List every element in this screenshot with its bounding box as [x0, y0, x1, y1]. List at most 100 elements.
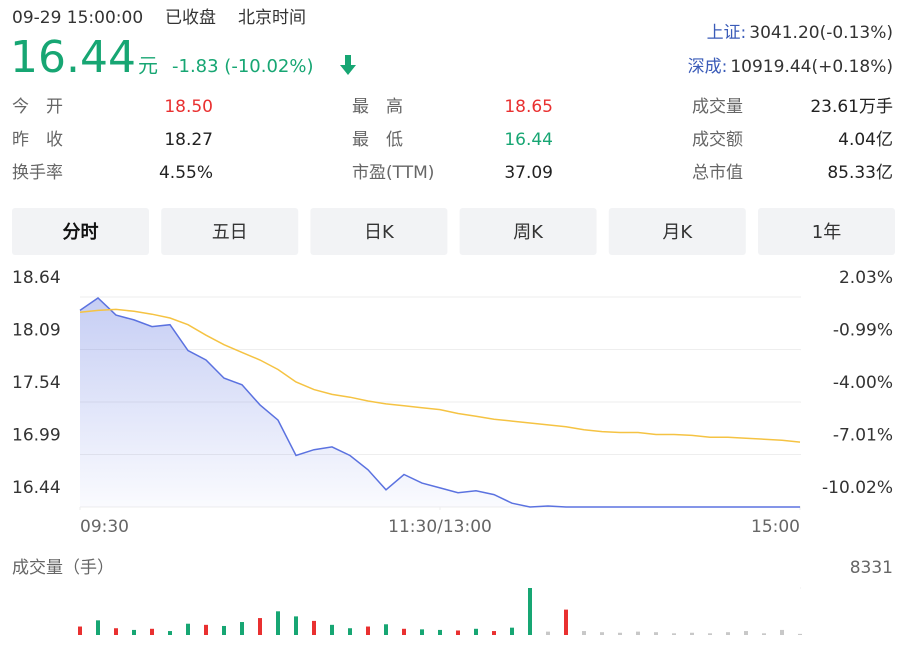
tab-label[interactable]: 1年: [812, 222, 841, 243]
stat-label: 总市值: [692, 163, 743, 183]
timezone: 北京时间: [238, 8, 306, 28]
stat-value: 16.44: [504, 130, 553, 150]
volume-bar: [726, 632, 730, 635]
tab[interactable]: [608, 208, 746, 255]
index-value: 10919.44(+0.18%): [730, 57, 893, 77]
volume-bar: [546, 631, 550, 635]
y2-tick-label: -10.02%: [822, 478, 893, 498]
volume-bar: [798, 633, 802, 635]
tab-label[interactable]: 五日: [212, 222, 248, 243]
stat-label: 市盈(TTM): [352, 163, 434, 183]
y-tick-label: 18.09: [12, 321, 61, 341]
volume-bar: [528, 588, 532, 635]
volume-bar: [654, 632, 658, 635]
volume-bar: [168, 631, 172, 635]
volume-bar: [582, 631, 586, 635]
status: 已收盘: [165, 8, 216, 28]
volume-bar: [708, 633, 712, 635]
volume-bar: [96, 620, 100, 635]
volume-bar: [636, 631, 640, 635]
stat-value: 4.04亿: [838, 130, 893, 150]
tab-label[interactable]: 周K: [513, 222, 544, 243]
tab-label[interactable]: 日K: [364, 222, 395, 243]
y-tick-label: 16.44: [12, 478, 61, 498]
volume-bar: [618, 632, 622, 635]
series-line: [79, 297, 800, 508]
stat-value: 18.50: [164, 97, 213, 117]
volume-bar: [672, 633, 676, 635]
tab[interactable]: [758, 208, 895, 255]
stat-label: 昨收: [12, 130, 80, 150]
volume-bar: [186, 623, 190, 635]
stat-value: 18.65: [504, 97, 553, 117]
volume-title: 成交量（手）: [12, 558, 114, 578]
x-tick-label: 15:00: [751, 517, 800, 537]
volume-bar: [348, 628, 352, 635]
y2-tick-label: -0.99%: [833, 321, 893, 341]
volume-bar: [294, 616, 298, 635]
tab-label[interactable]: 月K: [662, 222, 693, 243]
stat-value: 18.27: [164, 130, 213, 150]
index-value: 3041.20(-0.13%): [749, 23, 893, 43]
stat-value: 23.61万手: [810, 97, 893, 117]
stat-value: 85.33亿: [827, 163, 893, 183]
volume-bar: [474, 628, 478, 635]
tab-label[interactable]: 分时: [63, 222, 99, 243]
tab[interactable]: [459, 208, 597, 255]
price: 16.44: [10, 32, 136, 83]
volume-bar: [762, 633, 766, 635]
volume-bar: [78, 626, 82, 635]
tab[interactable]: [12, 208, 149, 255]
y2-tick-label: 2.03%: [839, 268, 893, 288]
volume-bar: [438, 629, 442, 635]
stat-value: 37.09: [504, 163, 553, 183]
stat-label: 换手率: [12, 163, 63, 183]
y-tick-label: 8331: [850, 558, 893, 578]
volume-bar: [204, 624, 208, 635]
x-tick-label: 09:30: [80, 517, 129, 537]
change: -1.83 (-10.02%): [172, 56, 313, 77]
x-tick-label: 11:30/13:00: [388, 517, 492, 537]
tab[interactable]: [161, 208, 299, 255]
down-arrow: [340, 55, 356, 75]
index-name[interactable]: 上证:: [707, 23, 747, 43]
volume-bar: [600, 632, 604, 635]
y-tick-label: 18.64: [12, 268, 61, 288]
series-line: [79, 308, 801, 443]
tab[interactable]: [310, 208, 448, 255]
volume-bar: [690, 632, 694, 635]
volume-bar: [780, 629, 784, 635]
volume-bar: [420, 629, 424, 635]
stat-value: 4.55%: [159, 163, 213, 183]
stat-label: 最低: [352, 130, 420, 150]
stat-label: 成交量: [692, 97, 743, 117]
volume-bar: [222, 625, 226, 635]
volume-bar: [258, 618, 262, 635]
volume-bar: [366, 626, 370, 635]
stat-label: 成交额: [692, 130, 743, 150]
volume-bar: [312, 620, 316, 635]
volume-bar: [510, 627, 514, 635]
unit: 元: [138, 54, 158, 78]
volume-bar: [564, 609, 568, 635]
volume-bar: [456, 630, 460, 635]
volume-bar: [132, 629, 136, 635]
volume-bar: [276, 611, 280, 635]
volume-bar: [402, 628, 406, 635]
y-tick-label: 17.54: [12, 373, 61, 393]
stat-label: 最高: [352, 97, 420, 117]
volume-bar: [330, 624, 334, 635]
stat-label: 今开: [12, 97, 80, 117]
volume-bar: [240, 622, 244, 635]
volume-bar: [114, 628, 118, 635]
datetime: 09-29 15:00:00: [12, 8, 143, 28]
y2-tick-label: -4.00%: [833, 373, 893, 393]
index-name[interactable]: 深成:: [688, 57, 728, 77]
volume-bar: [384, 624, 388, 635]
price-area: [80, 298, 800, 507]
y-tick-label: 16.99: [12, 426, 61, 446]
volume-bar: [744, 631, 748, 635]
volume-bar: [492, 631, 496, 635]
